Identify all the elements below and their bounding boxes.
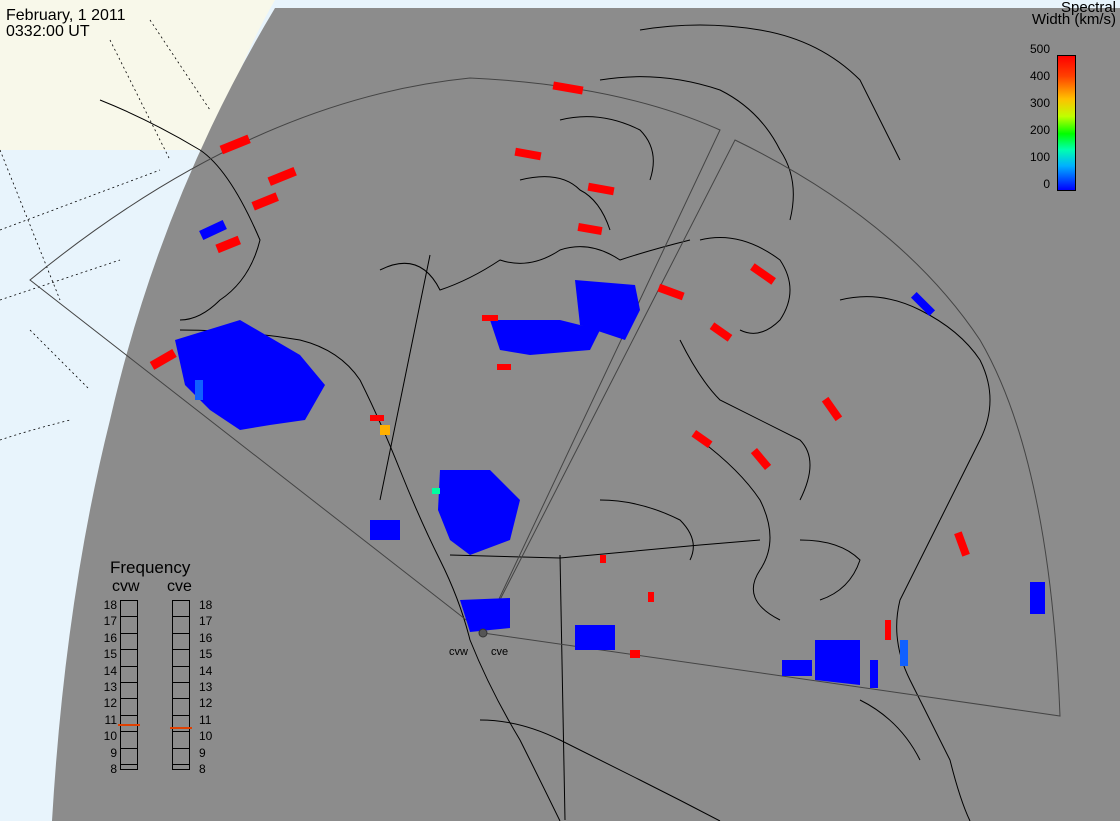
figure-date: February, 1 2011 [6,7,126,24]
frequency-scale-label: 12 [199,696,213,711]
frequency-gauge-divider [121,665,137,667]
frequency-gauge-divider [173,764,189,765]
frequency-scale-label: 15 [103,647,117,662]
frequency-scale-label: 16 [199,630,213,645]
frequency-gauge-divider [173,731,189,733]
site-label-cve: cve [491,646,509,658]
frequency-gauge-divider [173,698,189,700]
boundaries [379,254,761,821]
frequency-gauge-divider [121,616,137,618]
frequency-gauge-divider [121,649,137,651]
frequency-scale-label: 13 [103,680,117,694]
colorbar-title-line1: Spectral [1060,0,1116,16]
frequency-scale-label: 15 [199,647,213,662]
frequency-gauge-divider [121,764,137,765]
radar-site-marker [478,628,488,638]
frequency-marker-cve [170,727,192,730]
frequency-gauge-divider [173,714,189,716]
frequency-radar-label: cve [167,578,192,595]
frequency-scale-label: 14 [199,663,213,678]
frequency-scale-label: 8 [110,762,117,776]
frequency-scale-label: 18 [199,598,213,612]
colorbar-tick: 500 [1030,42,1051,56]
frequency-gauge-divider [121,731,137,733]
frequency-gauge-divider [173,747,189,749]
coastlines [99,24,991,821]
colorbar-tick: 0 [1043,177,1050,191]
frequency-gauge-divider [121,714,137,716]
frequency-gauge-cve [172,600,190,770]
frequency-scale-label: 17 [199,614,213,629]
frequency-marker-cvw [118,724,140,727]
frequency-gauge-divider [173,616,189,618]
colorbar-tick: 400 [1030,69,1051,83]
colorbar-tick: 200 [1030,123,1051,137]
colorbar-scale [1057,55,1076,191]
colorbar-tick: 300 [1030,96,1051,110]
daylit-land [0,0,275,150]
frequency-gauge-divider [173,649,189,651]
colorbar-title-line2: Width (km/s) [1031,11,1116,28]
graticule [0,19,211,441]
frequency-scale-label: 16 [103,630,117,645]
frequency-gauge-divider [121,747,137,749]
frequency-scale-label: 13 [199,680,213,694]
frequency-scale-label: 14 [103,663,117,678]
frequency-gauge-divider [121,682,137,683]
site-label-cvw: cvw [449,646,468,658]
frequency-scale-label: 10 [103,729,117,744]
frequency-gauge-divider [173,632,189,634]
frequency-scale-label: 17 [103,614,117,629]
frequency-radar-label: cvw [112,578,140,595]
radar-echoes [149,81,1045,688]
frequency-gauge-divider [121,632,137,634]
frequency-gauge-cvw [120,600,138,770]
frequency-scale-label: 12 [103,696,117,711]
frequency-scale-label: 11 [199,712,212,727]
frequency-scale-label: 9 [199,745,206,760]
frequency-scale-label: 10 [199,729,213,744]
frequency-gauge-divider [173,682,189,683]
frequency-scale-label: 18 [103,598,117,612]
radar-fov-outlines [29,77,1061,717]
frequency-scale-label: 9 [110,745,117,760]
frequency-panel-title: Frequency [110,558,191,577]
frequency-gauge-divider [121,698,137,700]
frequency-scale-label: 8 [199,762,206,776]
colorbar-tick: 100 [1030,150,1051,164]
frequency-scale-label: 11 [104,712,117,727]
frequency-gauge-divider [173,665,189,667]
figure-time: 0332:00 UT [6,23,90,40]
